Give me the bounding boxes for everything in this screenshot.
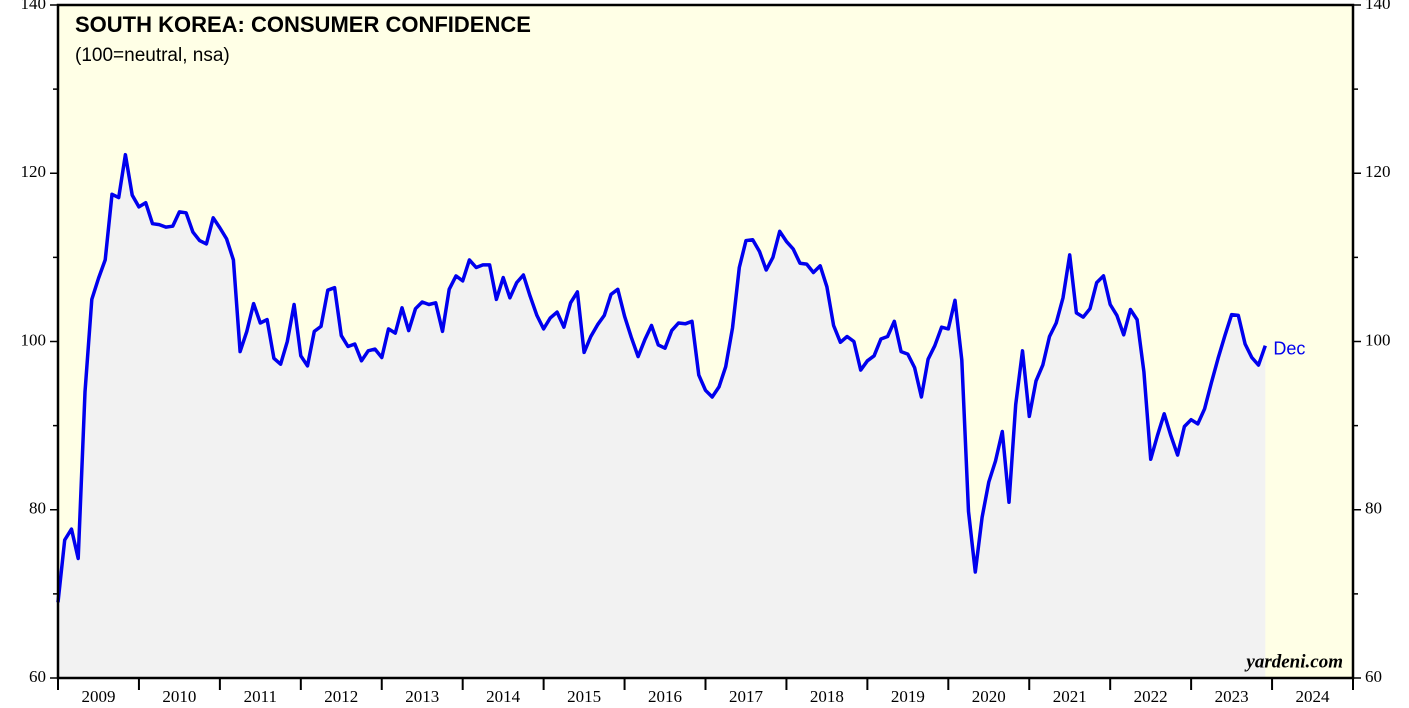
x-tick-label: 2023 bbox=[1215, 687, 1249, 706]
y-tick-label: 100 bbox=[21, 330, 47, 349]
line bbox=[56, 152, 1267, 603]
x-tick-label: 2017 bbox=[729, 687, 764, 706]
x-tick-label: 2010 bbox=[162, 687, 196, 706]
layer: Dec bbox=[56, 152, 1305, 678]
y2-tick-label: 80 bbox=[1365, 499, 1382, 518]
x-tick-label: 2021 bbox=[1053, 687, 1087, 706]
y-tick-label: 120 bbox=[21, 162, 47, 181]
y2-tick-label: 140 bbox=[1365, 0, 1391, 13]
x-tick-label: 2018 bbox=[810, 687, 844, 706]
chart-subtitle: (100=neutral, nsa) bbox=[75, 45, 230, 66]
x-tick-label: 2014 bbox=[486, 687, 521, 706]
y-tick-label: 60 bbox=[29, 667, 46, 686]
y-tick-label: 80 bbox=[29, 499, 46, 518]
x-tick-label: 2012 bbox=[324, 687, 358, 706]
y2-tick-label: 100 bbox=[1365, 330, 1391, 349]
y2-tick-label: 60 bbox=[1365, 667, 1382, 686]
x-tick-label: 2015 bbox=[567, 687, 601, 706]
x-tick-label: 2011 bbox=[244, 687, 277, 706]
chart-title: SOUTH KOREA: CONSUMER CONFIDENCE bbox=[75, 12, 531, 37]
x-tick-label: 2024 bbox=[1296, 687, 1331, 706]
source: yardeni.com bbox=[1244, 651, 1343, 672]
x-tick-label: 2013 bbox=[405, 687, 439, 706]
x-tick-label: 2009 bbox=[81, 687, 115, 706]
x-tick-label: 2019 bbox=[891, 687, 925, 706]
x-tick-label: 2020 bbox=[972, 687, 1006, 706]
y2-tick-label: 120 bbox=[1365, 162, 1391, 181]
x-tick-label: 2022 bbox=[1134, 687, 1168, 706]
annotation: Dec bbox=[1273, 338, 1305, 358]
y-tick-label: 140 bbox=[21, 0, 47, 13]
x-tick-label: 2016 bbox=[648, 687, 682, 706]
area bbox=[58, 154, 1266, 678]
